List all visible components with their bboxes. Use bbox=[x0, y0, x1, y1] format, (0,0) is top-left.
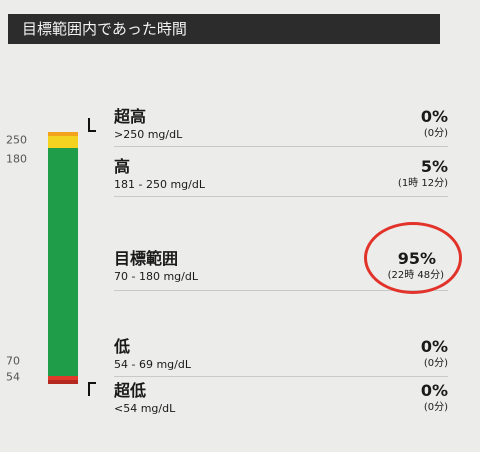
stacked-range-bar bbox=[48, 132, 78, 384]
range-row-very-low: 超低 <54 mg/dL 0% (0分) bbox=[114, 381, 448, 416]
row-divider bbox=[114, 290, 448, 291]
row-divider bbox=[114, 146, 448, 147]
scale-label-54: 54 bbox=[6, 370, 20, 384]
bracket-bottom bbox=[88, 382, 96, 396]
section-title: 目標範囲内であった時間 bbox=[22, 20, 187, 38]
scale-label-250: 250 bbox=[6, 133, 27, 147]
scale-label-180: 180 bbox=[6, 152, 27, 166]
bracket-top bbox=[88, 118, 96, 132]
range-limits: <54 mg/dL bbox=[114, 402, 176, 415]
range-limits: 70 - 180 mg/dL bbox=[114, 270, 198, 283]
range-percent: 0% bbox=[420, 381, 448, 400]
range-duration: (0分) bbox=[423, 128, 448, 139]
range-row-low: 低 54 - 69 mg/dL 0% (0分) bbox=[114, 337, 448, 372]
range-limits: 54 - 69 mg/dL bbox=[114, 358, 191, 371]
band-very-low bbox=[48, 380, 78, 384]
range-percent: 0% bbox=[420, 337, 448, 356]
range-percent: 5% bbox=[420, 157, 448, 176]
range-name: 目標範囲 bbox=[114, 249, 179, 268]
range-duration: (0分) bbox=[423, 402, 448, 413]
row-divider bbox=[114, 196, 448, 197]
range-name: 低 bbox=[114, 337, 131, 356]
band-very-high bbox=[48, 132, 78, 136]
band-target bbox=[48, 148, 78, 376]
range-row-very-high: 超高 >250 mg/dL 0% (0分) bbox=[114, 107, 448, 142]
range-duration: (0分) bbox=[423, 358, 448, 369]
row-divider bbox=[114, 376, 448, 377]
range-row-high: 高 181 - 250 mg/dL 5% (1時 12分) bbox=[114, 157, 448, 192]
section-header: 目標範囲内であった時間 bbox=[8, 14, 440, 44]
range-name: 高 bbox=[114, 157, 131, 176]
range-duration: (1時 12分) bbox=[397, 178, 448, 189]
range-limits: 181 - 250 mg/dL bbox=[114, 178, 205, 191]
band-high bbox=[48, 136, 78, 148]
scale-label-70: 70 bbox=[6, 354, 20, 368]
range-limits: >250 mg/dL bbox=[114, 128, 183, 141]
range-percent: 0% bbox=[420, 107, 448, 126]
band-low bbox=[48, 376, 78, 380]
range-name: 超低 bbox=[114, 381, 147, 400]
highlight-circle bbox=[364, 222, 462, 294]
range-name: 超高 bbox=[114, 107, 147, 126]
